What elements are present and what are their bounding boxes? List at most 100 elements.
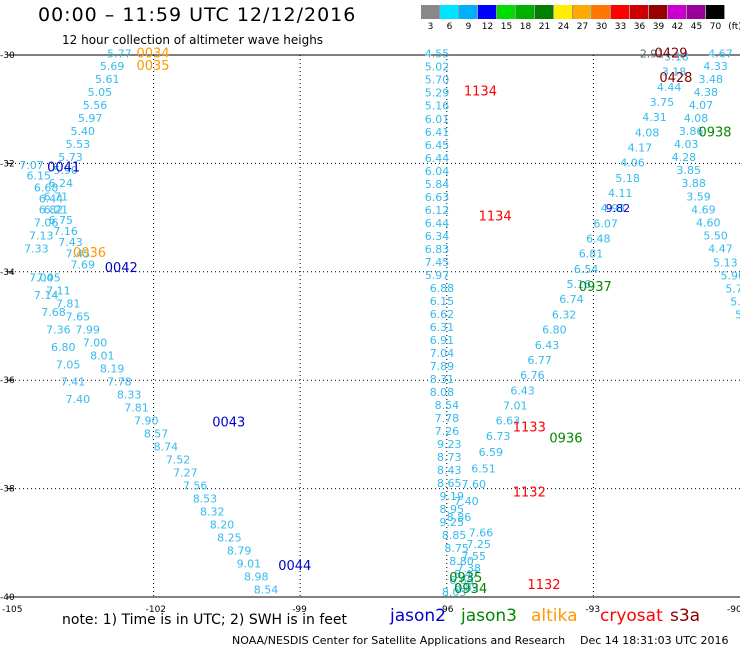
scale-swatch	[478, 5, 497, 19]
scale-label: 39	[652, 22, 665, 32]
scale-swatch	[611, 5, 630, 19]
wave-height-value: 8.79	[227, 545, 252, 558]
wave-height-value: 9.25	[439, 516, 464, 529]
pass-time-label: 0044	[278, 559, 311, 574]
legend-jason3: jason3	[461, 606, 517, 626]
wave-height-value: 7.60	[461, 478, 486, 491]
scale-swatch	[554, 5, 573, 19]
scale-label: 33	[614, 22, 627, 32]
lon-tick-label: -102	[146, 605, 166, 615]
wave-height-value: 7.26	[435, 425, 460, 438]
wave-height-value: 4.06	[620, 157, 645, 170]
wave-height-value: 4.44	[657, 81, 682, 94]
wave-height-value: 5.64	[735, 308, 740, 321]
pass-time-label: 0036	[73, 246, 106, 261]
wave-height-value: 8.47	[454, 568, 479, 581]
scale-swatch	[668, 5, 687, 19]
wave-height-value: 8.31	[430, 373, 455, 386]
map-subtitle: 12 hour collection of altimeter wave hei…	[62, 33, 324, 47]
wave-height-value: 8.74	[154, 441, 179, 454]
wave-height-value: 3.88	[681, 177, 706, 190]
wave-height-value: 4.08	[635, 126, 660, 139]
wave-height-value: 6.15	[27, 170, 52, 183]
wave-height-value: 6.62	[430, 308, 455, 321]
wave-height-value: 6.76	[520, 369, 545, 382]
wave-height-value: 8.80	[449, 555, 474, 568]
wave-height-value: 4.08	[684, 112, 709, 125]
wave-height-value: 6.44	[39, 192, 64, 205]
wave-height-value: 6.77	[527, 354, 552, 367]
scale-label: 15	[500, 22, 513, 32]
scale-swatch	[516, 5, 535, 19]
wave-height-value: 8.65	[437, 477, 462, 490]
pass-time-label: 0035	[136, 59, 169, 74]
wave-height-value: 8.25	[217, 532, 242, 545]
wave-height-value: 4.69	[691, 203, 716, 216]
scale-swatch	[630, 5, 649, 19]
wave-height-value: 6.68	[34, 182, 59, 195]
wave-height-value: 6.24	[49, 177, 74, 190]
wave-height-value: 4.55	[425, 48, 450, 61]
pass-time-label: 1134	[479, 209, 512, 224]
wave-height-value: 6.41	[425, 126, 450, 139]
wave-height-value: 4.28	[672, 151, 697, 164]
wave-height-value: 5.70	[425, 74, 450, 87]
lon-tick-label: -96	[439, 605, 454, 615]
wave-height-value: 4.33	[703, 60, 728, 73]
wave-height-value: 7.45	[66, 248, 91, 261]
wave-height-value: 7.40	[454, 495, 479, 508]
map-title: 00:00 – 11:59 UTC 12/12/2016	[38, 4, 357, 26]
wave-height-value: 7.55	[461, 550, 486, 563]
legend-jason2: jason2	[390, 606, 446, 626]
wave-height-value: 7.43	[58, 236, 82, 249]
wave-height-value: 3.85	[676, 164, 701, 177]
pass-time-label: 0034	[136, 47, 169, 62]
lat-tick-label: -30	[0, 51, 15, 61]
scale-label: 3	[427, 22, 434, 32]
wave-height-value: 7.41	[61, 376, 86, 389]
wave-height-value: 8.95	[439, 503, 464, 516]
wave-height-value: 7.07	[19, 159, 44, 172]
wave-height-value: 4.38	[694, 86, 719, 99]
wave-height-value: 7.14	[34, 289, 59, 302]
wave-height-value: 6.73	[486, 430, 511, 443]
wave-height-value: 7.81	[124, 402, 149, 415]
wave-height-value: 7.04	[430, 347, 455, 360]
pass-time-label: 1134	[464, 85, 497, 100]
wave-height-value: 5.69	[100, 60, 125, 73]
wave-height-value: 8.73	[437, 451, 462, 464]
wave-height-value: 7.78	[435, 412, 460, 425]
wave-height-value: 6.01	[425, 113, 450, 126]
legend-altika: altika	[531, 606, 578, 626]
wave-height-value: 5.29	[425, 87, 450, 100]
wave-height-value: 6.63	[425, 191, 450, 204]
wave-height-value: 7.16	[53, 225, 78, 238]
wave-height-value: 7.52	[166, 454, 191, 467]
wave-height-value: 5.18	[615, 172, 640, 185]
scale-swatch	[649, 5, 668, 19]
wave-height-value: 3.59	[686, 190, 711, 203]
wave-height-value: 7.33	[24, 242, 49, 255]
scale-label: 12	[481, 22, 494, 32]
scale-swatch	[573, 5, 592, 19]
wave-height-value: 5.02	[425, 61, 450, 74]
legend-cryosat: cryosat	[600, 606, 663, 626]
wave-height-value: 6.80	[542, 324, 567, 337]
wave-height-value: 5.50	[703, 229, 728, 242]
wave-height-value: 8.53	[193, 493, 218, 506]
wave-height-value: 6.54	[574, 263, 599, 276]
wave-height-value: 8.54	[254, 584, 279, 597]
note-text: note: 1) Time is in UTC; 2) SWH is in fe…	[62, 612, 348, 628]
wave-height-value: 5.16	[567, 278, 592, 291]
wave-height-value: 6.04	[425, 165, 450, 178]
wave-height-value: 7.90	[134, 415, 159, 428]
scale-label: 27	[576, 22, 589, 32]
wave-height-value: 6.83	[425, 243, 450, 256]
wave-height-value: 3.75	[650, 96, 675, 109]
scale-label: 21	[538, 22, 551, 32]
scale-swatch	[497, 5, 516, 19]
wave-height-value: 8.08	[430, 386, 455, 399]
scale-swatch	[459, 5, 478, 19]
wave-height-value: 7.69	[71, 259, 96, 272]
